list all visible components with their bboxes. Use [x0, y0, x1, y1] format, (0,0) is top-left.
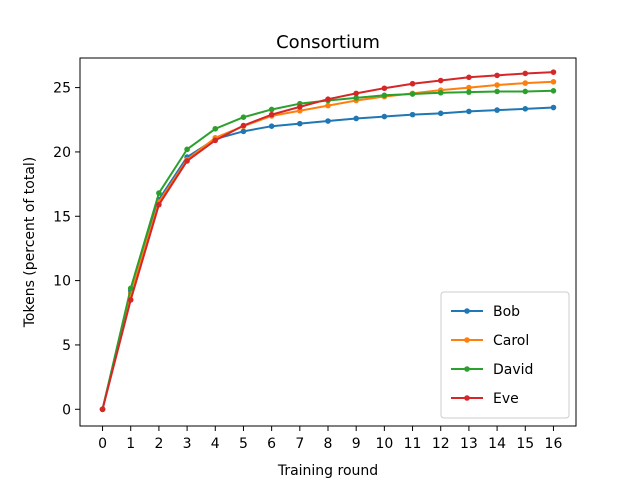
data-point-carol	[550, 79, 557, 85]
plot-lines	[99, 69, 557, 413]
data-point-carol	[466, 84, 472, 91]
data-point-david	[353, 95, 359, 101]
data-point-david	[127, 285, 134, 292]
x-tick-label: 6	[267, 436, 276, 452]
data-point-eve	[156, 201, 162, 208]
data-point-david	[156, 190, 162, 196]
legend-marker-bob	[464, 308, 470, 314]
data-point-eve	[184, 158, 190, 164]
data-point-eve	[494, 72, 500, 79]
x-tick-label: 5	[239, 436, 248, 452]
data-point-david	[409, 91, 416, 97]
data-point-bob	[240, 128, 247, 135]
x-tick-label: 14	[488, 436, 506, 452]
data-point-eve	[297, 104, 303, 110]
legend-label-eve: Eve	[493, 391, 519, 407]
data-point-eve	[409, 80, 416, 87]
data-point-david	[381, 92, 388, 99]
legend-marker-eve	[464, 395, 470, 401]
y-axis-ticks: 0 5 10 15 20 25	[53, 81, 80, 418]
data-point-eve	[550, 69, 557, 75]
data-point-eve	[381, 85, 388, 92]
x-tick-label: 12	[432, 436, 450, 452]
data-point-bob	[325, 118, 331, 124]
data-point-david	[268, 106, 275, 113]
x-tick-label: 9	[352, 436, 361, 452]
y-tick-label: 0	[62, 402, 71, 418]
x-tick-label: 13	[460, 436, 478, 452]
data-point-eve	[268, 111, 275, 118]
data-point-bob	[353, 115, 359, 122]
data-point-david	[522, 88, 529, 95]
x-tick-label: 11	[404, 436, 422, 452]
data-point-carol	[494, 82, 500, 88]
data-point-eve	[212, 137, 219, 144]
data-point-david	[550, 88, 557, 94]
x-tick-label: 2	[154, 436, 163, 452]
chart-title: Consortium	[276, 32, 380, 53]
data-point-bob	[550, 104, 557, 111]
x-tick-label: 4	[211, 436, 220, 452]
y-axis-label: Tokens (percent of total)	[22, 157, 38, 329]
x-tick-label: 8	[324, 436, 333, 452]
data-point-eve	[522, 70, 529, 77]
x-tick-label: 0	[98, 436, 107, 452]
data-point-david	[494, 88, 500, 95]
data-point-bob	[268, 123, 275, 129]
legend: Bob Carol David Eve	[440, 291, 570, 419]
data-point-carol	[522, 80, 529, 86]
data-point-eve	[353, 90, 359, 97]
data-point-eve	[99, 406, 106, 413]
data-point-bob	[437, 110, 444, 117]
data-point-eve	[240, 122, 247, 129]
data-point-david	[212, 125, 219, 132]
y-tick-label: 20	[53, 145, 71, 161]
x-tick-label: 10	[375, 436, 393, 452]
y-tick-label: 15	[53, 209, 71, 225]
data-point-eve	[437, 77, 444, 84]
y-tick-label: 10	[53, 274, 71, 290]
data-point-bob	[297, 120, 303, 127]
legend-marker-david	[464, 366, 470, 372]
data-point-david	[184, 146, 190, 153]
legend-item-david: David	[451, 362, 533, 378]
data-point-david	[466, 89, 472, 95]
data-point-bob	[466, 108, 472, 115]
x-axis-label: Training round	[277, 463, 378, 479]
legend-item-carol: Carol	[451, 333, 529, 349]
data-point-carol	[297, 107, 303, 114]
plot-area-frame	[79, 57, 577, 427]
legend-marker-carol	[464, 337, 470, 343]
data-point-bob	[409, 111, 416, 118]
legend-item-bob: Bob	[451, 304, 520, 320]
y-tick-label: 25	[53, 81, 71, 97]
legend-label-carol: Carol	[493, 333, 529, 349]
legend-item-eve: Eve	[451, 391, 519, 407]
data-point-eve	[466, 74, 472, 81]
data-point-bob	[494, 107, 500, 113]
x-axis-ticks: 0 1 2 3 4 5 6 7 8 9 10 11 12 13 14 15 16	[98, 426, 562, 452]
y-tick-label: 5	[62, 338, 71, 354]
x-tick-label: 7	[295, 436, 304, 452]
data-point-eve	[127, 297, 134, 303]
data-point-bob	[381, 113, 388, 120]
x-tick-label: 1	[126, 436, 135, 452]
data-point-bob	[522, 106, 529, 112]
data-point-david	[240, 114, 247, 120]
legend-label-bob: Bob	[493, 304, 520, 320]
data-point-eve	[325, 96, 331, 102]
legend-box	[440, 291, 570, 419]
data-point-carol	[325, 102, 331, 109]
x-tick-label: 15	[516, 436, 534, 452]
data-point-david	[437, 89, 444, 96]
x-tick-label: 16	[545, 436, 563, 452]
series-eve	[99, 69, 557, 413]
x-tick-label: 3	[183, 436, 192, 452]
legend-label-david: David	[493, 362, 533, 378]
